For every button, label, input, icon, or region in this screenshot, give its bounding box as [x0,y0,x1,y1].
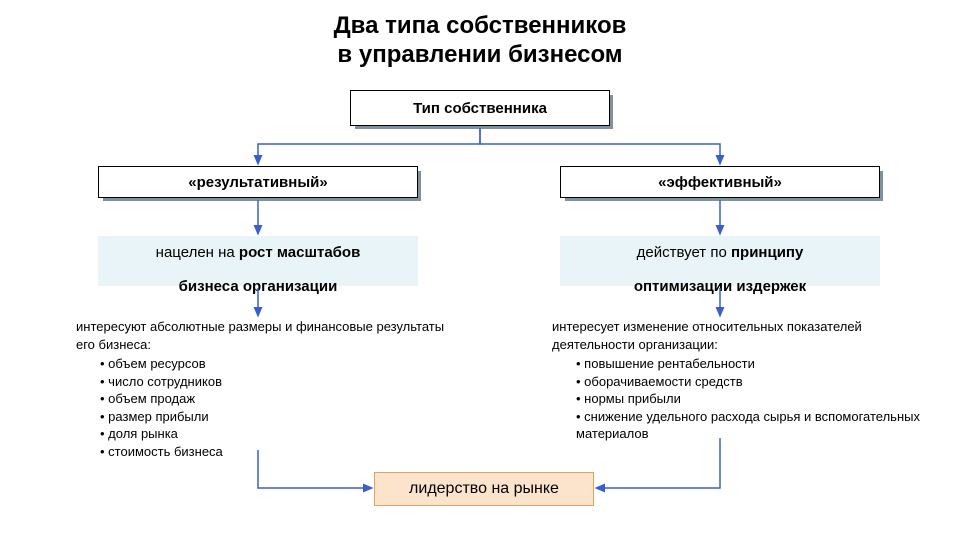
right-type-label: «эффективный» [658,174,782,191]
list-item: оборачиваемости средств [576,373,932,391]
final-label: лидерство на рынке [409,480,559,498]
root-node: Тип собственника [350,90,610,126]
right-detail-lead: интересует изменение относительных показ… [552,318,932,353]
right-focus-node: действует по принципу оптимизации издерж… [560,236,880,286]
left-detail-block: интересуют абсолютные размеры и финансов… [76,318,446,460]
right-focus-text: действует по принципу оптимизации издерж… [634,227,806,295]
right-type-node: «эффективный» [560,166,880,198]
right-detail-block: интересует изменение относительных показ… [552,318,932,443]
right-detail-bullets: повышение рентабельностиоборачиваемости … [552,355,932,443]
left-focus-node: нацелен на рост масштабов бизнеса органи… [98,236,418,286]
list-item: снижение удельного расхода сырья и вспом… [576,408,932,443]
list-item: число сотрудников [100,373,446,391]
final-node: лидерство на рынке [374,472,594,506]
list-item: повышение рентабельности [576,355,932,373]
list-item: размер прибыли [100,408,446,426]
list-item: стоимость бизнеса [100,443,446,461]
list-item: доля рынка [100,425,446,443]
list-item: объем ресурсов [100,355,446,373]
root-node-label: Тип собственника [413,100,547,117]
slide-title: Два типа собственников в управлении бизн… [0,12,960,70]
left-focus-text: нацелен на рост масштабов бизнеса органи… [156,227,361,295]
list-item: нормы прибыли [576,390,932,408]
list-item: объем продаж [100,390,446,408]
left-detail-bullets: объем ресурсовчисло сотрудниковобъем про… [76,355,446,460]
left-detail-lead: интересуют абсолютные размеры и финансов… [76,318,446,353]
left-type-node: «результативный» [98,166,418,198]
left-type-label: «результативный» [188,174,327,191]
